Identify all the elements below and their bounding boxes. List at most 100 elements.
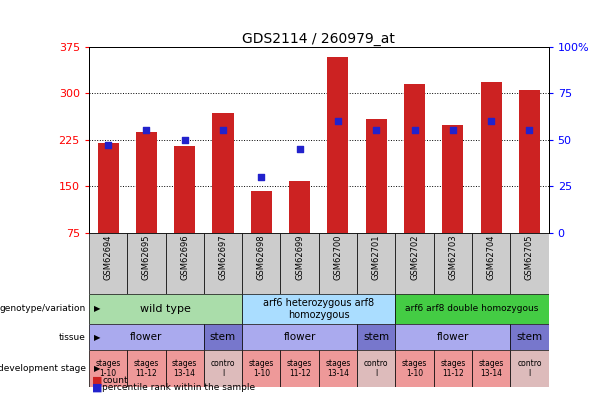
Bar	[174, 146, 195, 233]
Text: tissue: tissue	[59, 333, 86, 342]
Bar	[395, 294, 549, 324]
Bar	[395, 324, 510, 350]
Point	[180, 136, 189, 143]
Text: stages
11-12: stages 11-12	[134, 359, 159, 378]
Text: GSM62705: GSM62705	[525, 234, 534, 280]
Point	[525, 127, 535, 134]
Text: genotype/variation: genotype/variation	[0, 304, 86, 313]
Text: GSM62701: GSM62701	[371, 234, 381, 280]
Text: flower: flower	[130, 332, 162, 342]
Text: stages
1-10: stages 1-10	[249, 359, 274, 378]
Text: stem: stem	[516, 332, 543, 342]
Bar	[204, 324, 242, 350]
Bar	[395, 350, 434, 387]
Text: arf6 heterozygous arf8
homozygous: arf6 heterozygous arf8 homozygous	[263, 298, 375, 320]
Text: stages
11-12: stages 11-12	[440, 359, 465, 378]
Text: GSM62695: GSM62695	[142, 234, 151, 280]
Text: GSM62704: GSM62704	[487, 234, 496, 280]
Bar	[204, 233, 242, 294]
Bar	[213, 113, 234, 233]
Text: stages
13-14: stages 13-14	[479, 359, 504, 378]
Bar	[519, 90, 540, 233]
Bar	[251, 191, 272, 233]
Bar	[89, 350, 128, 387]
Point	[103, 142, 113, 149]
Bar	[395, 233, 434, 294]
Text: percentile rank within the sample: percentile rank within the sample	[102, 383, 256, 392]
Bar	[472, 233, 510, 294]
Bar	[319, 350, 357, 387]
Text: GSM62696: GSM62696	[180, 234, 189, 280]
Bar	[481, 82, 501, 233]
Text: ▶: ▶	[94, 333, 101, 342]
Bar	[357, 350, 395, 387]
Bar	[443, 126, 463, 233]
Point	[295, 146, 305, 152]
Text: GSM62703: GSM62703	[448, 234, 457, 280]
Bar	[357, 233, 395, 294]
Point	[218, 127, 228, 134]
Point	[371, 127, 381, 134]
Point	[142, 127, 151, 134]
Bar	[510, 350, 549, 387]
Bar	[404, 85, 425, 233]
Text: contro
l: contro l	[211, 359, 235, 378]
Bar	[357, 324, 395, 350]
Text: ■: ■	[92, 383, 102, 392]
Bar	[434, 233, 472, 294]
Bar	[281, 233, 319, 294]
Text: flower: flower	[283, 332, 316, 342]
Bar	[281, 350, 319, 387]
Bar	[289, 181, 310, 233]
Text: stages
13-14: stages 13-14	[172, 359, 197, 378]
Text: stem: stem	[363, 332, 389, 342]
Bar	[89, 233, 128, 294]
Text: GSM62697: GSM62697	[218, 234, 227, 280]
Title: GDS2114 / 260979_at: GDS2114 / 260979_at	[242, 32, 395, 45]
Bar	[510, 233, 549, 294]
Point	[333, 118, 343, 124]
Bar	[327, 57, 348, 233]
Point	[486, 118, 496, 124]
Bar	[242, 324, 357, 350]
Bar	[166, 233, 204, 294]
Point	[409, 127, 419, 134]
Text: ■: ■	[92, 376, 102, 386]
Bar	[366, 119, 387, 233]
Text: GSM62698: GSM62698	[257, 234, 266, 280]
Bar	[242, 350, 281, 387]
Bar	[434, 350, 472, 387]
Text: contro
l: contro l	[517, 359, 542, 378]
Text: stages
11-12: stages 11-12	[287, 359, 312, 378]
Bar	[204, 350, 242, 387]
Text: stages
13-14: stages 13-14	[326, 359, 351, 378]
Text: ▶: ▶	[94, 364, 101, 373]
Text: stages
1-10: stages 1-10	[402, 359, 427, 378]
Text: GSM62702: GSM62702	[410, 234, 419, 280]
Bar	[136, 132, 157, 233]
Text: GSM62699: GSM62699	[295, 234, 304, 280]
Bar	[319, 233, 357, 294]
Point	[448, 127, 458, 134]
Bar	[242, 294, 395, 324]
Bar	[128, 350, 166, 387]
Text: flower: flower	[436, 332, 469, 342]
Text: development stage: development stage	[0, 364, 86, 373]
Bar	[89, 294, 242, 324]
Bar	[89, 324, 204, 350]
Bar	[128, 233, 166, 294]
Point	[256, 174, 266, 180]
Bar	[166, 350, 204, 387]
Text: count: count	[102, 376, 128, 385]
Bar	[97, 143, 118, 233]
Bar	[242, 233, 281, 294]
Bar	[510, 324, 549, 350]
Text: stem: stem	[210, 332, 236, 342]
Bar	[472, 350, 510, 387]
Text: stages
1-10: stages 1-10	[96, 359, 121, 378]
Text: GSM62694: GSM62694	[104, 234, 113, 280]
Text: contro
l: contro l	[364, 359, 389, 378]
Text: ▶: ▶	[94, 304, 101, 313]
Text: GSM62700: GSM62700	[333, 234, 343, 280]
Text: arf6 arf8 double homozygous: arf6 arf8 double homozygous	[405, 304, 539, 313]
